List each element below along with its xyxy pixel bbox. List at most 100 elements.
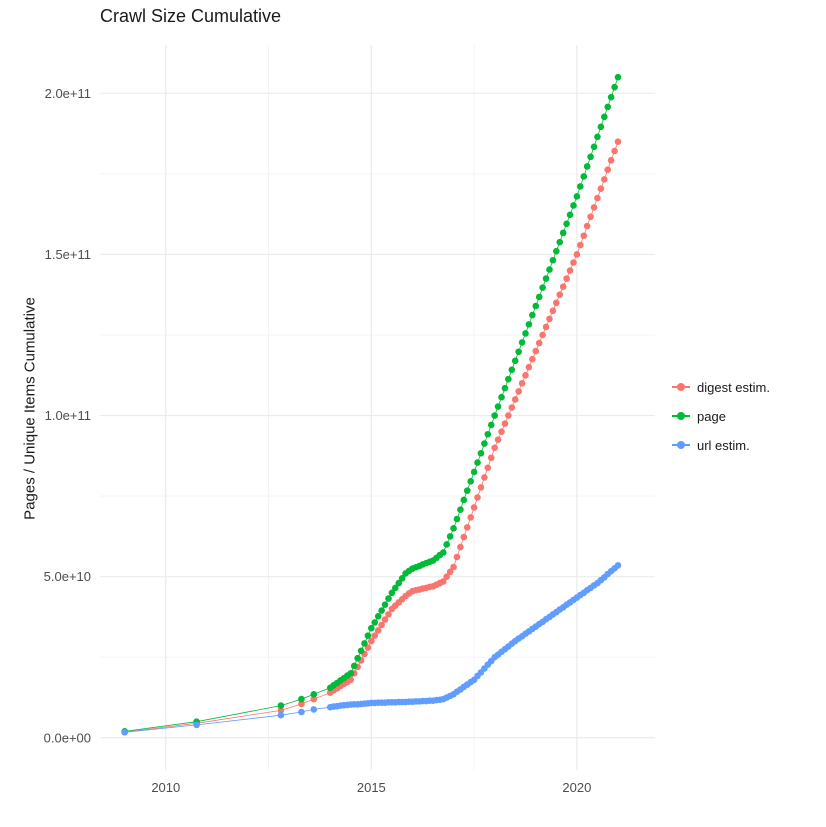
legend-label: url estim.	[697, 437, 750, 453]
y-tick-label: 2.0e+11	[45, 86, 91, 101]
data-point-page	[439, 549, 447, 556]
legend-key-url	[672, 436, 690, 454]
legend-dot-icon	[677, 412, 685, 420]
data-point-page	[395, 579, 403, 587]
data-point-digest-estim-	[385, 611, 392, 618]
data-point-url-estim-	[121, 729, 128, 736]
data-point-page	[556, 238, 564, 246]
data-point-digest-estim-	[453, 553, 461, 561]
data-point-page	[364, 632, 372, 639]
data-point-digest-estim-	[580, 232, 588, 240]
data-point-page	[601, 113, 608, 121]
data-point-page	[505, 375, 512, 383]
data-point-page	[457, 506, 464, 513]
data-point-url-estim-	[310, 706, 318, 713]
data-point-page	[566, 211, 574, 219]
legend-dot-icon	[677, 383, 685, 391]
data-point-digest-estim-	[522, 371, 529, 379]
legend-item-page: page	[672, 407, 770, 425]
data-point-digest-estim-	[446, 568, 454, 576]
y-tick-label: 5.0e+10	[44, 569, 91, 584]
data-point-digest-estim-	[532, 347, 540, 355]
data-point-url-estim-	[277, 711, 285, 719]
data-point-page	[361, 640, 368, 647]
data-point-digest-estim-	[570, 259, 577, 266]
data-point-digest-estim-	[450, 563, 457, 571]
data-point-page	[604, 103, 612, 111]
data-point-page	[607, 93, 615, 101]
data-point-page	[580, 173, 588, 180]
data-point-page	[553, 247, 560, 255]
data-point-page	[310, 690, 318, 698]
legend-label: page	[697, 408, 726, 424]
data-point-digest-estim-	[277, 707, 285, 714]
data-point-digest-estim-	[542, 323, 550, 331]
data-point-digest-estim-	[563, 275, 570, 282]
data-point-page	[587, 153, 594, 161]
data-point-digest-estim-	[601, 176, 608, 183]
data-point-digest-estim-	[368, 637, 375, 645]
data-point-page	[450, 525, 457, 532]
data-point-digest-estim-	[583, 222, 591, 230]
data-point-digest-estim-	[553, 299, 560, 307]
data-point-digest-estim-	[577, 241, 584, 249]
data-point-digest-estim-	[590, 204, 598, 211]
data-point-page	[535, 293, 543, 301]
data-point-page	[467, 477, 474, 485]
data-point-digest-estim-	[494, 436, 502, 444]
data-point-digest-estim-	[470, 504, 478, 511]
data-point-page	[542, 275, 550, 282]
data-point-digest-estim-	[378, 621, 385, 629]
data-point-page	[368, 624, 375, 632]
data-point-digest-estim-	[559, 283, 567, 290]
data-point-digest-estim-	[515, 388, 522, 395]
data-point-page	[563, 220, 570, 228]
data-point-digest-estim-	[607, 157, 615, 164]
data-point-page	[594, 133, 601, 141]
data-point-page	[470, 468, 478, 476]
data-point-page	[577, 183, 584, 190]
data-point-digest-estim-	[498, 428, 505, 435]
y-tick-label: 0.0e+00	[44, 730, 91, 745]
data-point-digest-estim-	[573, 251, 581, 258]
data-point-digest-estim-	[484, 464, 492, 472]
data-point-digest-estim-	[549, 307, 557, 315]
data-point-url-estim-	[298, 708, 305, 716]
data-point-page	[570, 202, 577, 209]
y-tick-label: 1.5e+11	[45, 247, 91, 262]
data-point-digest-estim-	[539, 331, 546, 339]
data-point-page	[385, 595, 392, 602]
data-point-digest-estim-	[491, 444, 498, 452]
data-point-digest-estim-	[546, 315, 553, 323]
data-point-page	[392, 584, 399, 592]
chart-title: Crawl Size Cumulative	[100, 6, 282, 26]
data-point-page	[532, 302, 540, 310]
data-point-url-estim-	[193, 721, 200, 729]
data-point-digest-estim-	[477, 484, 485, 491]
data-point-digest-estim-	[487, 454, 495, 462]
data-point-page	[378, 607, 385, 614]
data-point-digest-estim-	[614, 138, 622, 145]
data-point-digest-estim-	[518, 380, 526, 387]
data-point-page	[277, 702, 285, 709]
data-point-digest-estim-	[439, 578, 447, 585]
data-point-page	[347, 670, 355, 677]
data-point-page	[508, 366, 516, 374]
data-point-page	[559, 229, 567, 237]
data-point-digest-estim-	[611, 147, 618, 155]
x-tick-label: 2015	[357, 780, 386, 795]
data-point-digest-estim-	[481, 474, 488, 481]
data-point-digest-estim-	[511, 396, 519, 403]
x-tick-label: 2010	[151, 780, 180, 795]
data-point-digest-estim-	[310, 695, 318, 703]
data-point-digest-estim-	[566, 267, 574, 274]
data-point-digest-estim-	[467, 514, 474, 521]
data-point-page	[539, 284, 546, 291]
data-point-digest-estim-	[463, 524, 471, 531]
data-point-page	[463, 487, 471, 494]
data-point-digest-estim-	[443, 573, 450, 580]
data-point-page	[481, 440, 488, 447]
x-tick-label: 2020	[562, 780, 591, 795]
